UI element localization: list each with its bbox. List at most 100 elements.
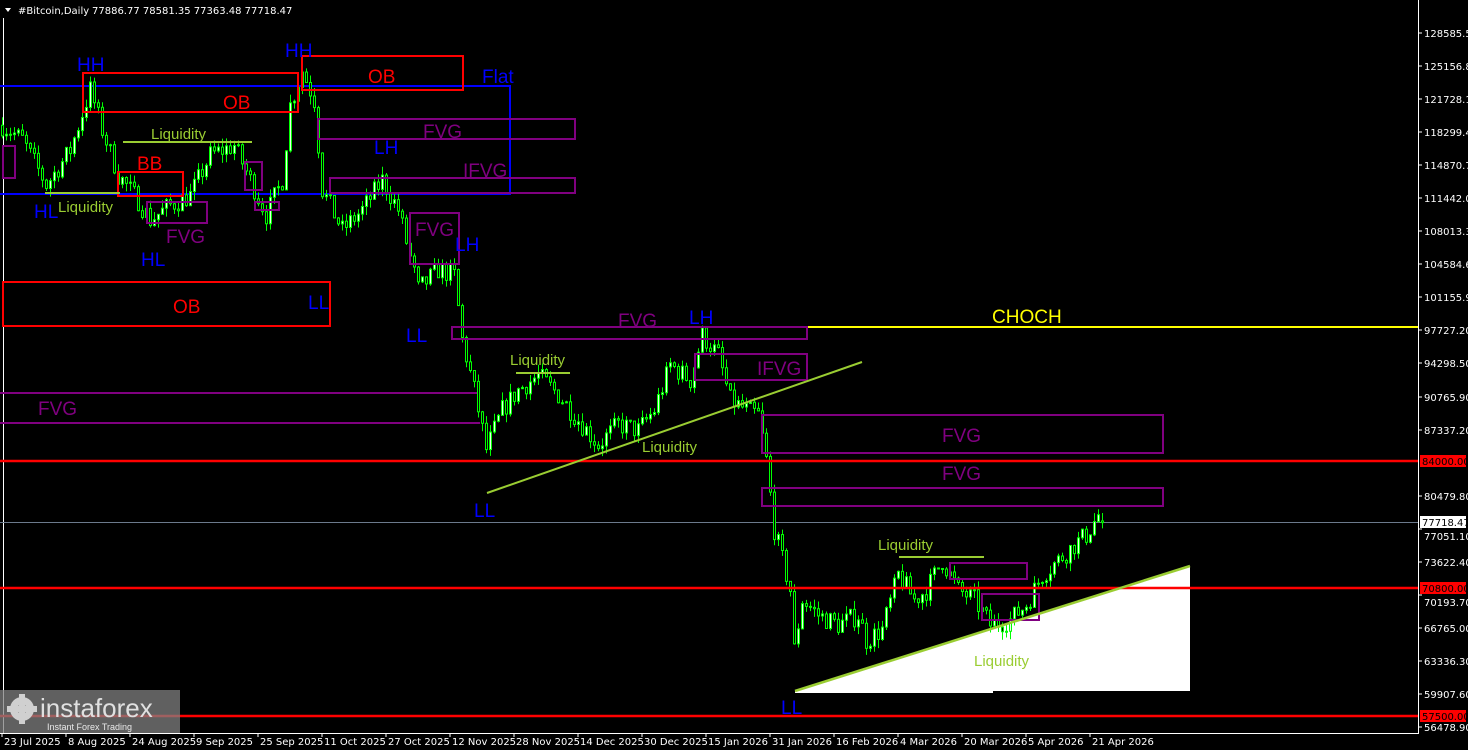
candle bbox=[489, 425, 492, 456]
candle bbox=[405, 214, 408, 245]
candle bbox=[925, 586, 928, 607]
candle-body-bull bbox=[285, 150, 288, 191]
candle bbox=[657, 387, 660, 416]
candle-body-bull bbox=[1069, 544, 1072, 564]
breaker-block-box[interactable] bbox=[117, 171, 184, 197]
candle bbox=[529, 374, 532, 401]
fvg-box[interactable] bbox=[761, 414, 1164, 454]
ifvg-box[interactable] bbox=[694, 353, 808, 381]
candle bbox=[1085, 525, 1088, 546]
candle-body-bull bbox=[13, 132, 16, 136]
ifvg-box[interactable] bbox=[329, 177, 576, 194]
candle-body-bull bbox=[5, 133, 8, 137]
candle bbox=[701, 325, 704, 355]
x-tick-label: 8 Aug 2025 bbox=[68, 737, 126, 748]
candle-body-bull bbox=[701, 327, 704, 353]
candle bbox=[201, 163, 204, 185]
candle-body-bear bbox=[685, 365, 688, 381]
candle-body-bull bbox=[217, 146, 220, 152]
candle bbox=[645, 413, 648, 423]
candle-body-bull bbox=[1041, 581, 1044, 584]
candle bbox=[33, 142, 36, 159]
order-block-box[interactable] bbox=[301, 55, 464, 91]
candle bbox=[621, 412, 624, 439]
candle bbox=[185, 186, 188, 207]
fvg-box[interactable] bbox=[761, 487, 1164, 507]
candle bbox=[45, 178, 48, 192]
x-tick-label: 15 Jan 2026 bbox=[708, 737, 768, 748]
candle bbox=[285, 150, 288, 191]
watermark-brand: instaforex bbox=[40, 693, 153, 723]
candle-body-bull bbox=[905, 576, 908, 589]
candle-body-bull bbox=[17, 129, 20, 134]
candle-body-bear bbox=[57, 171, 60, 178]
candle bbox=[809, 601, 812, 612]
candle bbox=[829, 612, 832, 631]
fvg-box[interactable] bbox=[244, 161, 263, 191]
fvg-box[interactable] bbox=[254, 201, 280, 211]
fvg-box[interactable] bbox=[146, 201, 208, 224]
candle-body-bull bbox=[669, 362, 672, 368]
candle-body-bear bbox=[721, 347, 724, 369]
candle bbox=[717, 338, 720, 349]
candle-body-bear bbox=[877, 628, 880, 641]
fvg-box[interactable] bbox=[451, 326, 808, 340]
candle-body-bear bbox=[149, 207, 152, 227]
candle bbox=[525, 386, 528, 400]
order-block-box[interactable] bbox=[82, 72, 299, 113]
candle-body-bear bbox=[377, 181, 380, 190]
candle bbox=[25, 131, 28, 152]
candle bbox=[197, 163, 200, 183]
candle bbox=[397, 192, 400, 217]
fvg-box[interactable] bbox=[317, 118, 576, 140]
candle-body-bear bbox=[33, 147, 36, 154]
candle bbox=[1065, 558, 1068, 569]
candle bbox=[685, 362, 688, 382]
candle bbox=[373, 178, 376, 201]
candle-body-bull bbox=[897, 570, 900, 579]
time-axis[interactable]: 23 Jul 2025 8 Aug 2025 24 Aug 2025 9 Sep 20… bbox=[1, 733, 1154, 748]
fvg-box[interactable] bbox=[949, 562, 1028, 580]
candle bbox=[745, 397, 748, 413]
candle-body-bull bbox=[969, 589, 972, 598]
fvg-box[interactable] bbox=[409, 212, 460, 265]
candle bbox=[841, 613, 844, 633]
fvg-box[interactable] bbox=[2, 145, 16, 179]
candle-body-bull bbox=[237, 144, 240, 147]
candle-body-bear bbox=[477, 380, 480, 413]
candle bbox=[457, 268, 460, 307]
y-tick-label: 128585.50 bbox=[1424, 29, 1468, 40]
fvg-box[interactable] bbox=[981, 593, 1040, 621]
candle bbox=[241, 143, 244, 170]
candle-body-bull bbox=[777, 534, 780, 541]
candle-body-bear bbox=[437, 263, 440, 279]
candle bbox=[1093, 513, 1096, 537]
candle-body-bear bbox=[729, 383, 732, 391]
candle bbox=[565, 400, 568, 404]
label-liquidity: Liquidity bbox=[642, 439, 698, 456]
candle-body-bull bbox=[841, 619, 844, 633]
x-tick-label: 9 Sep 2025 bbox=[196, 737, 253, 748]
candle bbox=[665, 362, 668, 396]
candle bbox=[897, 570, 900, 580]
order-block-box[interactable] bbox=[2, 281, 331, 327]
candle-body-bear bbox=[473, 370, 476, 382]
dropdown-triangle-icon[interactable] bbox=[5, 8, 11, 12]
liquidity-trendline[interactable] bbox=[486, 361, 863, 494]
candle-body-bull bbox=[1053, 562, 1056, 575]
price-axis[interactable]: 128585.50 125156.80 121728.10 118299.40 1148… bbox=[1418, 29, 1468, 734]
candle bbox=[885, 606, 888, 631]
candle bbox=[593, 434, 596, 453]
y-tick-label: 77051.10 bbox=[1424, 532, 1468, 543]
liquidity-trendline[interactable] bbox=[794, 564, 1191, 693]
candle-body-bear bbox=[769, 455, 772, 493]
candle bbox=[513, 391, 516, 406]
x-tick-label: 31 Jan 2026 bbox=[772, 737, 832, 748]
candle bbox=[1017, 601, 1020, 616]
y-tick-label: 118299.40 bbox=[1424, 128, 1468, 139]
candle-body-bear bbox=[69, 146, 72, 155]
candle-body-bear bbox=[817, 608, 820, 617]
candle-body-bear bbox=[793, 591, 796, 645]
candle-body-bear bbox=[573, 419, 576, 425]
